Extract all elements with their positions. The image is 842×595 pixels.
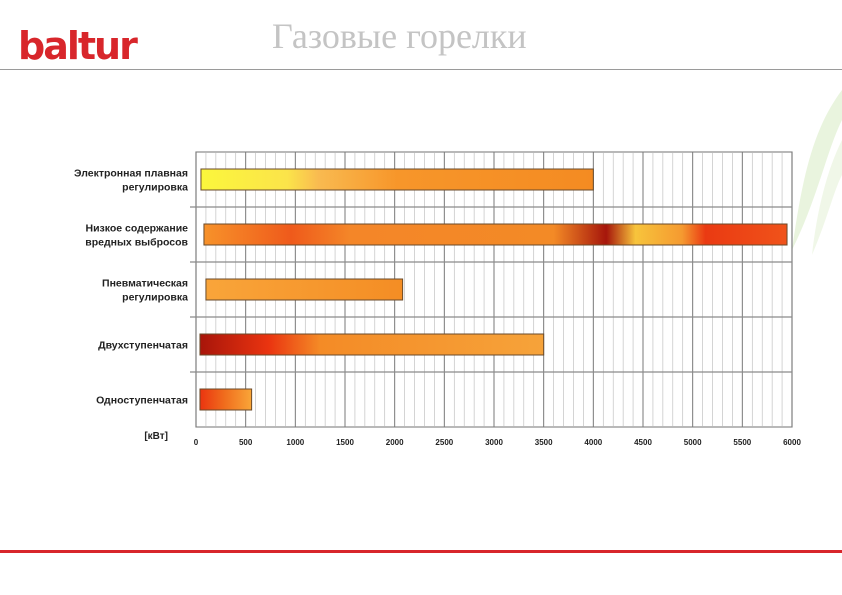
x-tick-label: 3500 xyxy=(535,438,553,447)
category-label-3-0: Двухступенчатая xyxy=(98,340,188,352)
x-axis-unit-label: [кВт] xyxy=(144,431,168,442)
page-title: Газовые горелки xyxy=(272,16,527,56)
chart-bars xyxy=(199,168,788,411)
x-tick-label: 0 xyxy=(194,438,199,447)
bar-2 xyxy=(205,278,404,301)
leaf-decoration xyxy=(792,90,842,255)
header-divider xyxy=(0,69,842,70)
footer-divider xyxy=(0,550,842,553)
bar-0 xyxy=(200,168,594,191)
x-tick-label: 1500 xyxy=(336,438,354,447)
x-tick-label: 5500 xyxy=(733,438,751,447)
x-tick-label: 2500 xyxy=(435,438,453,447)
category-label-1-0: Низкое содержание xyxy=(86,223,189,235)
bar-3 xyxy=(199,333,545,356)
chart-x-axis-ticks: 0 500 1000 1500 2000 2500 3000 3500 4000 4500 5000… xyxy=(194,438,802,447)
x-tick-label: 5000 xyxy=(684,438,702,447)
bar-4 xyxy=(199,388,253,411)
category-label-2-0: Пневматическая xyxy=(102,278,188,290)
x-tick-label: 6000 xyxy=(783,438,801,447)
category-label-2-1: регулировка xyxy=(122,292,188,304)
chart-category-labels: Электронная плавная регулировка Низкое сод… xyxy=(74,168,189,407)
x-tick-label: 4000 xyxy=(584,438,602,447)
x-tick-label: 500 xyxy=(239,438,253,447)
x-tick-label: 3000 xyxy=(485,438,503,447)
x-tick-label: 2000 xyxy=(386,438,404,447)
category-label-0-1: регулировка xyxy=(122,182,188,194)
category-label-1-1: вредных выбросов xyxy=(85,237,188,249)
category-label-0-0: Электронная плавная xyxy=(74,168,188,180)
baltur-logo: baltur xyxy=(18,24,138,68)
bar-1 xyxy=(203,223,788,246)
x-tick-label: 4500 xyxy=(634,438,652,447)
category-label-4-0: Одноступенчатая xyxy=(96,395,188,407)
x-tick-label: 1000 xyxy=(286,438,304,447)
